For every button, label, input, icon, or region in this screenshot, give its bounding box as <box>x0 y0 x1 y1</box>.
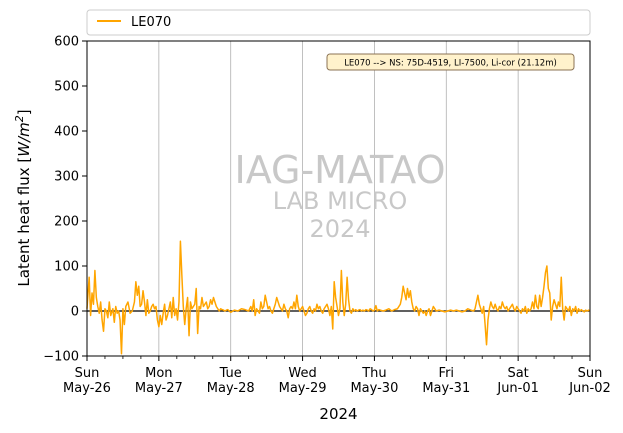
annotation-text: LE070 --> NS: 75D-4519, LI-7500, Li-cor … <box>344 59 557 69</box>
x-tick-day: Thu <box>361 366 386 381</box>
y-axis-title-bracket-close: ] <box>15 109 33 115</box>
x-tick-label-may-30: Thu May-30 <box>350 366 398 396</box>
x-tick-label-may-26: Sun May-26 <box>63 366 111 396</box>
x-tick-date: May-26 <box>63 381 111 396</box>
y-axis-title-text: Latent heat flux <box>15 163 33 287</box>
y-tick-label--100: −100 <box>43 350 79 365</box>
plot-area: IAG-MATAO LAB MICRO 2024 LE070 --> NS: 7… <box>86 40 591 357</box>
x-tick-label-may-28: Tue May-28 <box>207 366 255 396</box>
y-tick-label-0: 0 <box>71 305 79 320</box>
annotation: LE070 --> NS: 75D-4519, LI-7500, Li-cor … <box>326 53 575 71</box>
x-tick-date: Jun-02 <box>568 381 611 396</box>
y-axis-title-unit-exponent: 2 <box>13 115 26 122</box>
x-tick-date: May-29 <box>279 381 327 396</box>
y-tick-label-600: 600 <box>54 35 79 50</box>
x-tick-date: May-31 <box>422 381 470 396</box>
y-axis-title: Latent heat flux [W/m2] <box>13 109 33 286</box>
x-tick-day: Sun <box>75 366 100 381</box>
x-tick-label-may-31: Fri May-31 <box>422 366 470 396</box>
x-tick-day: Sun <box>578 366 603 381</box>
y-tick-label-200: 200 <box>54 215 79 230</box>
watermark-line-2: LAB MICRO <box>273 187 408 215</box>
x-tick-day: Tue <box>219 366 242 381</box>
x-tick-label-may-29: Wed May-29 <box>279 366 327 396</box>
y-axis-title-bracket-open: [ <box>15 157 33 163</box>
y-tick-label-400: 400 <box>54 125 79 140</box>
x-tick-day: Wed <box>288 366 316 381</box>
x-tick-date: May-30 <box>350 381 398 396</box>
x-axis-title: 2024 <box>319 405 357 423</box>
legend-frame <box>86 9 591 36</box>
series-layer <box>86 240 591 355</box>
legend: LE070 <box>86 9 591 36</box>
series-line-le070 <box>86 240 591 355</box>
x-tick-day: Fri <box>439 366 455 381</box>
y-tick-label-100: 100 <box>54 260 79 275</box>
annotation-frame <box>326 53 575 71</box>
x-tick-label-may-27: Mon May-27 <box>135 366 183 396</box>
y-tick-label-500: 500 <box>54 80 79 95</box>
x-tick-label-jun-02: Sun Jun-02 <box>568 366 611 396</box>
x-tick-date: May-27 <box>135 381 183 396</box>
watermark-line-1: IAG-MATAO <box>234 148 445 192</box>
y-tick-label-300: 300 <box>54 170 79 185</box>
vertical-gridlines <box>158 41 519 356</box>
legend-label-le070: LE070 <box>131 15 171 30</box>
x-tick-day: Sat <box>507 366 528 381</box>
x-tick-label-jun-01: Sat Jun-01 <box>496 366 539 396</box>
y-axis: −100 0 100 200 300 400 500 600 <box>43 35 87 365</box>
watermark-line-3: 2024 <box>309 215 370 243</box>
y-axis-title-unit: W/m <box>15 122 33 157</box>
x-tick-day: Mon <box>145 366 172 381</box>
x-tick-date: May-28 <box>207 381 255 396</box>
x-tick-date: Jun-01 <box>496 381 539 396</box>
